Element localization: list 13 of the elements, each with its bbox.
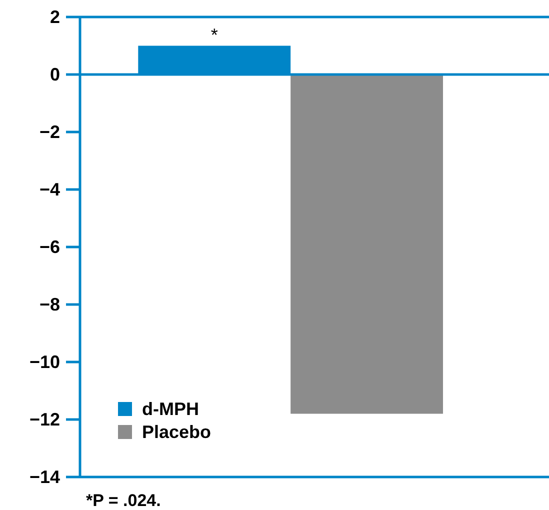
y-tick-label: −14 (29, 466, 60, 487)
y-tick-label: −6 (39, 236, 60, 257)
y-tick-label: −2 (39, 122, 60, 142)
annotation: * (210, 24, 218, 45)
y-tick-label: −10 (29, 352, 60, 372)
y-tick-label: −8 (39, 294, 60, 314)
y-tick-label: −4 (39, 179, 60, 200)
legend-label: Placebo (142, 422, 212, 442)
y-tick-label: −12 (29, 409, 60, 430)
text: *P = .024. (86, 491, 161, 510)
y-tick-label: 0 (50, 64, 60, 84)
legend-label: d-MPH (142, 399, 199, 419)
y-tick-label: 2 (50, 6, 60, 27)
